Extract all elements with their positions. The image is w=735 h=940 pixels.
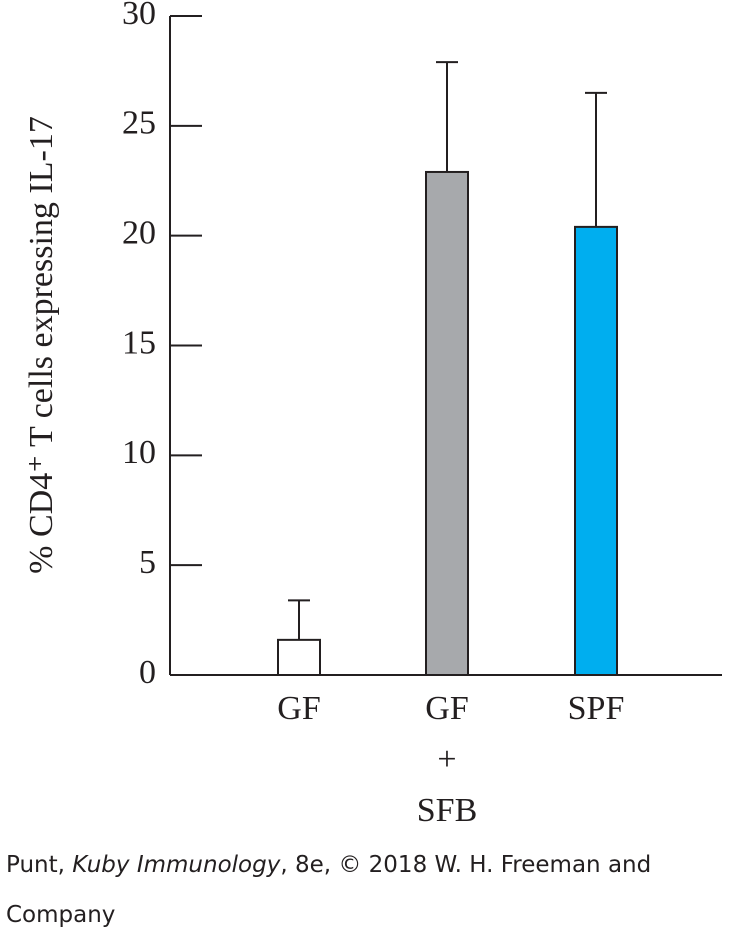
y-tick-label: 30 xyxy=(122,0,156,32)
y-tick-label: 25 xyxy=(122,105,156,142)
y-tick-label: 5 xyxy=(139,544,156,581)
bar xyxy=(277,638,321,676)
caption-text: Punt, xyxy=(6,852,73,878)
x-tick-label: SPF xyxy=(568,690,625,727)
y-tick-label: 20 xyxy=(122,214,156,251)
caption: Punt, Kuby Immunology, 8e, © 2018 W. H. … xyxy=(6,840,706,940)
chart: % CD4⁺ T cells expressing IL-17 0 5 10 15 20… xyxy=(23,0,722,829)
caption-book: Kuby Immunology xyxy=(72,852,281,878)
x-tick-label: SFB xyxy=(417,792,478,829)
caption-text: , 8e, © 2018 W. H. Freeman and Company xyxy=(6,852,652,928)
y-tick-label: 10 xyxy=(122,434,156,471)
x-tick-label: + xyxy=(437,741,456,778)
x-tick-label: GF xyxy=(425,690,468,727)
bar xyxy=(574,225,618,676)
y-tick-label: 0 xyxy=(139,654,156,691)
bar xyxy=(425,170,469,676)
x-tick-label: GF xyxy=(277,690,320,727)
y-tick-label: 15 xyxy=(122,324,156,361)
y-axis-label: % CD4⁺ T cells expressing IL-17 xyxy=(23,116,60,574)
